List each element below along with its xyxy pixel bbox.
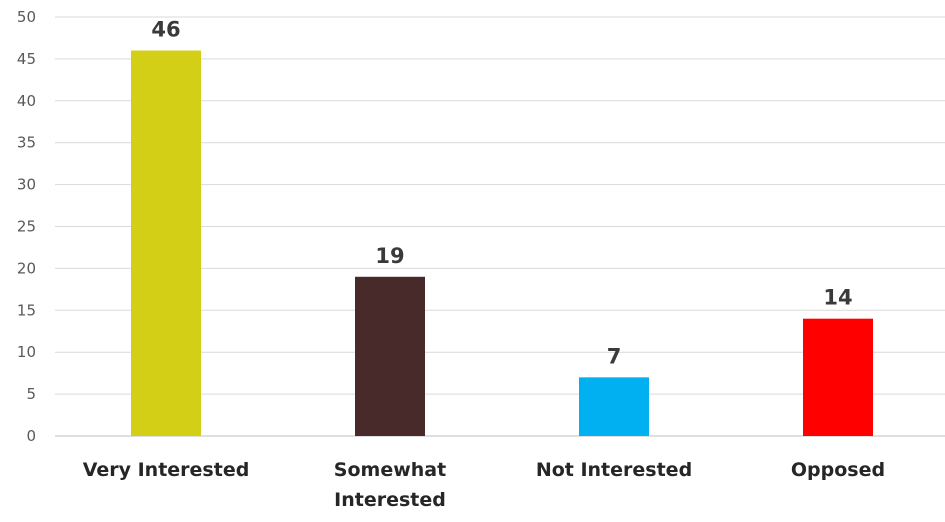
y-tick-label: 50 [17,8,36,26]
y-tick-label: 35 [17,134,36,152]
bar [131,50,201,437]
category-label: Opposed [791,459,885,481]
bar [803,318,873,436]
bar [579,377,649,436]
category-label-line: Not Interested [536,459,692,481]
y-tick-label: 25 [17,218,36,236]
data-label: 19 [375,244,404,268]
data-label: 14 [823,286,852,310]
y-tick-label: 10 [17,343,36,361]
y-tick-label: 45 [17,50,36,68]
category-label: Somewhat Interested [334,459,446,511]
y-tick-label: 20 [17,259,36,277]
data-labels: 46 19 7 14 [151,18,852,369]
y-tick-label: 15 [17,301,36,319]
category-label-line: Opposed [791,459,885,481]
bar [355,276,425,436]
y-tick-label: 30 [17,176,36,194]
category-label: Not Interested [536,459,692,481]
data-label: 46 [151,18,180,42]
x-axis-category-labels: Very Interested Somewhat Interested Not Int… [83,459,885,511]
bars [131,50,873,437]
y-tick-label: 0 [26,427,36,445]
category-label-line: Very Interested [83,459,250,481]
category-label-line: Somewhat [334,459,446,481]
y-tick-label: 40 [17,92,36,110]
category-label-line: Interested [334,489,446,511]
category-label: Very Interested [83,459,250,481]
y-tick-label: 5 [26,385,36,403]
data-label: 7 [607,344,622,368]
y-axis-tick-labels: 0 5 10 15 20 25 30 35 40 45 50 [17,8,36,445]
gridlines [55,16,945,437]
